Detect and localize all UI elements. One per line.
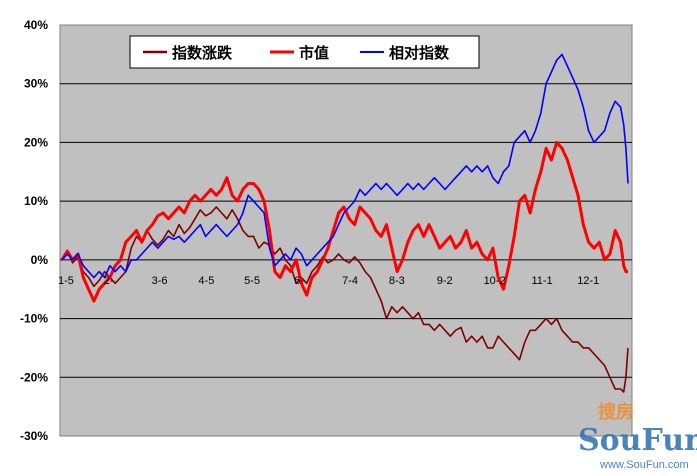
x-tick-label: 12-1 xyxy=(577,275,599,287)
legend-box xyxy=(129,35,480,69)
x-tick-label: 9-2 xyxy=(437,275,453,287)
series-line-1 xyxy=(60,140,628,303)
y-tick-label: 0% xyxy=(31,253,49,267)
series-line-0 xyxy=(61,206,629,393)
watermark-cn-text: 搜房 xyxy=(598,401,634,423)
x-tick-label: 11-1 xyxy=(531,275,552,287)
y-tick-label: 30% xyxy=(24,77,48,91)
x-tick-label: 5-5 xyxy=(244,275,260,287)
watermark-url: www.SouFun.com xyxy=(599,459,689,471)
x-tick-label: 2- xyxy=(104,275,114,287)
y-tick-label: -30% xyxy=(20,429,48,443)
y-axis-tick-labels: 40% 30% 20% 10% 0% -10% -20% -30% xyxy=(20,18,48,443)
plot-area xyxy=(59,24,633,437)
series-line-2 xyxy=(61,53,629,279)
x-tick-label: 6- xyxy=(294,275,304,287)
watermark-logo-text: SouFun xyxy=(578,423,697,458)
x-tick-label: 8-3 xyxy=(389,275,405,287)
soufun-watermark: SouFun 搜房 www.SouFun.com xyxy=(578,401,697,471)
x-tick-label: 1-5 xyxy=(58,275,74,287)
legend: 指数涨跌 市值 相对指数 xyxy=(129,35,480,69)
y-tick-label: -10% xyxy=(20,312,48,326)
legend-label-0: 指数涨跌 xyxy=(172,44,233,62)
legend-label-1: 市值 xyxy=(299,44,329,62)
y-tick-label: 20% xyxy=(24,135,48,149)
x-tick-label: 10-2 xyxy=(484,275,506,287)
x-tick-label: 3-6 xyxy=(152,275,168,287)
x-axis-tick-labels: 1-5 2- 3-6 4-5 5-5 6- 7-4 8-3 9-2 10-2 11-1 12-1 xyxy=(58,275,599,287)
series-lines xyxy=(60,53,629,393)
legend-label-2: 相对指数 xyxy=(389,44,450,62)
y-tick-label: 10% xyxy=(24,194,48,208)
y-tick-label: 40% xyxy=(24,18,48,32)
y-tick-label: -20% xyxy=(20,370,48,384)
x-tick-label: 4-5 xyxy=(198,275,214,287)
x-tick-label: 7-4 xyxy=(342,275,358,287)
gridlines xyxy=(60,83,632,378)
